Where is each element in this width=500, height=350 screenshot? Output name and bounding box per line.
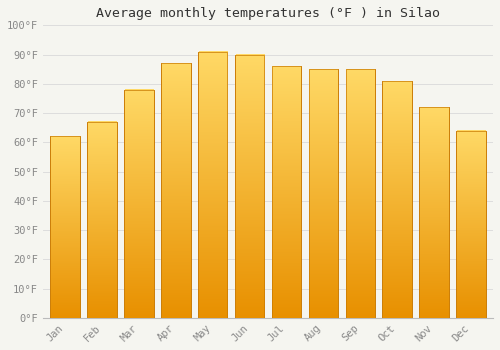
Bar [346,69,375,318]
Bar [272,66,302,318]
Bar [308,69,338,318]
Bar [456,131,486,318]
Bar [382,81,412,318]
Bar [382,81,412,318]
Bar [124,90,154,318]
Bar [88,122,117,318]
Bar [124,90,154,318]
Bar [420,107,449,318]
Bar [235,55,264,318]
Bar [272,66,302,318]
Bar [50,136,80,318]
Bar [161,63,190,318]
Bar [420,107,449,318]
Bar [456,131,486,318]
Bar [50,136,80,318]
Bar [346,69,375,318]
Bar [198,51,228,318]
Bar [235,55,264,318]
Title: Average monthly temperatures (°F ) in Silao: Average monthly temperatures (°F ) in Si… [96,7,440,20]
Bar [88,122,117,318]
Bar [308,69,338,318]
Bar [198,51,228,318]
Bar [161,63,190,318]
